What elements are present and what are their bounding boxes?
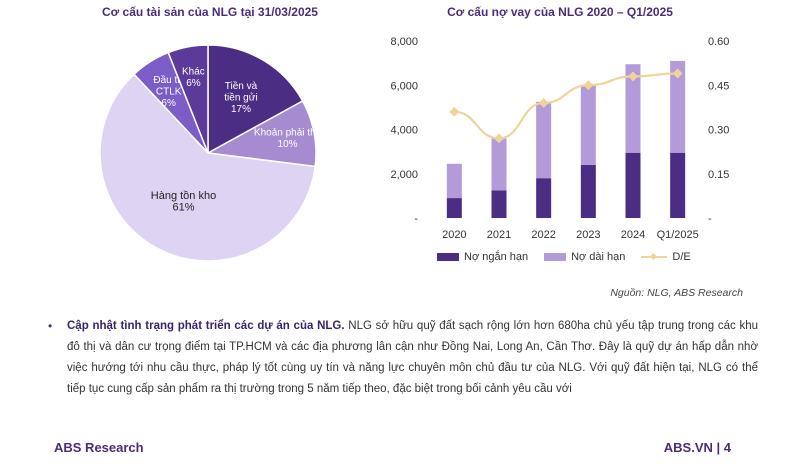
paragraph-body: NLG sở hữu quỹ đất sạch rộng lớn hơn 680…	[67, 320, 758, 395]
pie-slice-label-2: Hàng tồn kho	[151, 190, 216, 202]
left-axis-tick-0: -	[414, 213, 418, 225]
pie-slice-label-0: Tiền và	[225, 80, 258, 92]
de-ratio-point-2	[538, 98, 549, 108]
bar-short-term-2	[536, 178, 552, 218]
bar-chart-legend: Nợ ngắn hạn Nợ dài hạn D/E	[437, 251, 691, 263]
pie-slice-4	[167, 44, 209, 154]
footer-brand: ABS Research	[54, 440, 144, 455]
bar-short-term-1	[491, 190, 507, 218]
pie-slice-label-3: Đầu tư	[153, 74, 184, 86]
de-ratio-point-4	[628, 71, 638, 82]
chart-source-note: Nguồn: NLG, ABS Research	[610, 287, 743, 299]
legend-label-short-term: Nợ ngắn hạn	[464, 251, 529, 263]
x-axis-tick-4: 2024	[621, 229, 645, 241]
debt-structure-bar-chart: - 2,000 4,000 6,000 8,000 - 0.15 0.30 0.45 0.60 20…	[390, 36, 729, 241]
pie-slice-value-0: 17%	[231, 104, 251, 115]
paragraph-lead: Cập nhật tình trạng phát triển các dự án…	[67, 320, 345, 332]
bullet-dot: •	[48, 319, 53, 333]
bar-long-term-0	[446, 163, 462, 199]
x-axis-tick-3: 2023	[576, 229, 600, 241]
pie-slice-2	[99, 73, 316, 262]
pie-chart-title: Cơ cấu tài sản của NLG tại 31/03/2025	[102, 5, 318, 19]
bar-short-term-0	[446, 198, 462, 218]
de-ratio-point-0	[449, 106, 460, 117]
legend-item-de-ratio: D/E	[641, 251, 691, 263]
pie-slice-label-3: CTLK	[156, 86, 182, 97]
de-ratio-point-1	[494, 133, 504, 144]
bar-long-term-5	[670, 60, 686, 153]
de-ratio-line	[454, 72, 678, 140]
right-axis-tick-0: -	[708, 213, 712, 225]
de-ratio-point-3	[583, 80, 594, 91]
project-update-paragraph: • Cập nhật tình trạng phát triển các dự …	[48, 316, 758, 400]
pie-slice-0	[207, 44, 304, 155]
pie-slice-value-2: 61%	[172, 201, 194, 213]
legend-item-long-term: Nợ dài hạn	[544, 251, 625, 263]
x-axis-tick-1: 2021	[487, 229, 511, 241]
pie-slice-label-1: Khoản phải thu	[254, 128, 321, 139]
x-axis-tick-2: 2022	[531, 229, 555, 241]
legend-swatch-short-term	[437, 253, 459, 261]
pie-slice-value-1: 10%	[278, 139, 298, 150]
x-axis-tick-0: 2020	[442, 229, 466, 241]
bar-chart-title: Cơ cấu nợ vay của NLG 2020 – Q1/2025	[447, 5, 673, 19]
bar-long-term-4	[625, 64, 641, 153]
right-axis-tick-1: 0.15	[708, 169, 729, 181]
pie-slice-label-0: tiền gửi	[224, 92, 257, 104]
left-axis-tick-3: 6,000	[390, 80, 418, 92]
pie-slice-value-3: 6%	[161, 98, 176, 109]
footer-page-number: ABS.VN | 4	[663, 440, 731, 455]
legend-swatch-de-ratio	[641, 252, 668, 262]
left-axis-tick-1: 2,000	[390, 169, 418, 181]
left-axis-tick-4: 8,000	[390, 36, 418, 48]
legend-label-de-ratio: D/E	[672, 251, 691, 263]
legend-swatch-long-term	[544, 253, 567, 261]
bar-short-term-3	[580, 164, 596, 218]
right-axis-tick-4: 0.60	[708, 36, 729, 48]
pie-slice-label-4: Khác	[182, 66, 205, 77]
bar-long-term-2	[536, 101, 552, 179]
legend-label-long-term: Nợ dài hạn	[571, 251, 626, 263]
pie-slice-value-4: 6%	[186, 78, 201, 89]
right-axis-tick-2: 0.30	[708, 125, 729, 137]
paragraph-text: Cập nhật tình trạng phát triển các dự án…	[67, 316, 758, 400]
bar-short-term-5	[670, 152, 686, 218]
right-axis-tick-3: 0.45	[708, 80, 729, 92]
bar-short-term-4	[625, 152, 641, 218]
de-ratio-point-5	[672, 68, 683, 79]
legend-item-short-term: Nợ ngắn hạn	[437, 251, 528, 263]
x-axis-tick-5: Q1/2025	[657, 229, 699, 241]
bar-long-term-3	[580, 85, 596, 165]
left-axis-tick-2: 4,000	[390, 125, 418, 137]
bar-long-term-1	[491, 138, 507, 191]
